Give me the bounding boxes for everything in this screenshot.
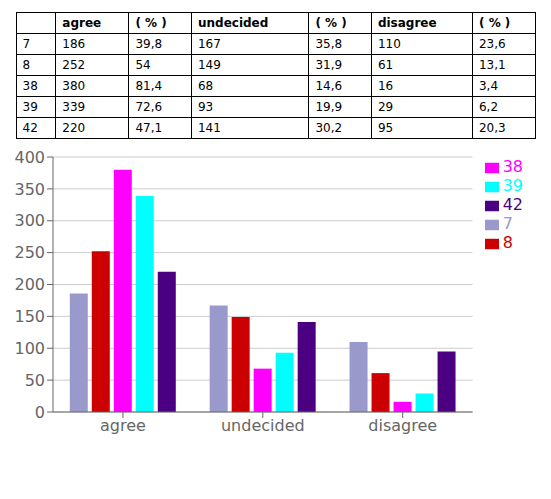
html-text:141: 141 <box>198 121 221 135</box>
html-text:167: 167 <box>198 37 221 51</box>
html-text:14,6: 14,6 <box>315 79 343 93</box>
html-text:8: 8 <box>502 233 513 252</box>
html-text:39,8: 39,8 <box>135 37 163 51</box>
svg-text:200: 200 <box>14 275 45 294</box>
svg-text:400: 400 <box>14 148 45 167</box>
svg-text:150: 150 <box>14 307 45 326</box>
html-text:220: 220 <box>62 121 86 135</box>
html-text:252: 252 <box>62 58 86 72</box>
html-text:30,2: 30,2 <box>315 121 343 135</box>
html-text:undecided: undecided <box>198 16 269 30</box>
html-text:8: 8 <box>22 58 31 72</box>
svg-text:undecided: undecided <box>221 416 305 435</box>
html-text:6,2: 6,2 <box>479 100 499 114</box>
html-text:agree: agree <box>62 16 102 30</box>
html-text:39: 39 <box>502 176 523 195</box>
html-text:339: 339 <box>62 100 86 114</box>
html-text:42: 42 <box>22 121 38 135</box>
html-text:81,4: 81,4 <box>135 79 163 93</box>
svg-text:disagree: disagree <box>368 416 437 435</box>
svg-text:50: 50 <box>25 371 45 390</box>
html-text:20,3: 20,3 <box>479 121 506 135</box>
html-text:54: 54 <box>135 58 151 72</box>
html-text:39: 39 <box>22 100 38 114</box>
html-text:13,1: 13,1 <box>479 58 506 72</box>
html-text:149: 149 <box>198 58 221 72</box>
svg-text:350: 350 <box>14 180 45 199</box>
svg-text:250: 250 <box>14 243 45 262</box>
html-text:16: 16 <box>377 79 394 93</box>
svg-text:agree: agree <box>100 416 146 435</box>
html-text:7: 7 <box>502 214 513 233</box>
html-text:35,8: 35,8 <box>315 37 343 51</box>
html-text:47,1: 47,1 <box>135 121 163 135</box>
html-text:31,9: 31,9 <box>315 58 343 72</box>
html-text:23,6: 23,6 <box>479 37 506 51</box>
svg-text:0: 0 <box>35 403 45 422</box>
html-text:38: 38 <box>502 157 523 176</box>
svg-text:300: 300 <box>14 211 45 230</box>
html-text:110: 110 <box>377 37 401 51</box>
html-text:7: 7 <box>22 37 31 51</box>
html-text:42: 42 <box>502 195 523 214</box>
html-text:19,9: 19,9 <box>315 100 343 114</box>
html-text:3,4: 3,4 <box>479 79 499 93</box>
svg-text:100: 100 <box>14 339 45 358</box>
html-text:68: 68 <box>198 79 214 93</box>
html-text:95: 95 <box>377 121 394 135</box>
html-text:186: 186 <box>62 37 86 51</box>
html-text:380: 380 <box>62 79 86 93</box>
html-text:72,6: 72,6 <box>135 100 163 114</box>
html-text:93: 93 <box>198 100 214 114</box>
html-text:61: 61 <box>377 58 394 72</box>
html-text:29: 29 <box>377 100 394 114</box>
html-text:disagree: disagree <box>377 16 437 30</box>
html-text:38: 38 <box>22 79 38 93</box>
